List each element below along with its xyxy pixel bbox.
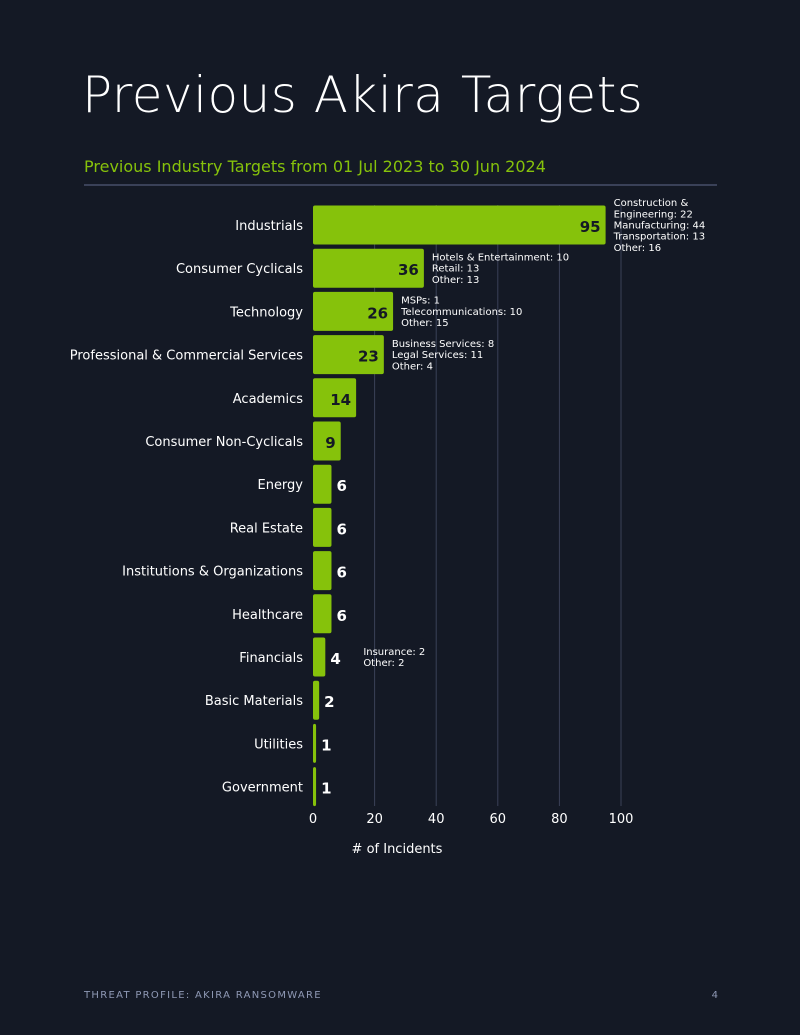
annotation-label: Other: 4 [392,361,433,372]
x-tick-label: 0 [309,812,317,827]
value-label: 6 [336,564,346,582]
annotation-label: Manufacturing: 44 [614,221,706,232]
x-axis-label: # of Incidents [352,842,443,857]
value-label: 9 [325,434,335,452]
annotation-label: Other: 16 [614,243,662,254]
annotation-label: Hotels & Entertainment: 10 [432,253,569,264]
x-tick-label: 100 [609,812,634,827]
page-title: Previous Akira Targets [82,66,644,124]
bar [313,507,332,547]
value-label: 4 [330,650,340,668]
bar [313,378,357,418]
divider [84,184,717,186]
bar [313,723,317,763]
annotation-label: Construction & [614,198,689,209]
annotation-label: Business Services: 8 [392,339,494,350]
value-label: 1 [321,780,331,798]
value-label: 26 [367,304,388,322]
category-label: Energy [257,478,303,493]
page-number: 4 [711,990,718,1001]
x-tick-label: 60 [490,812,507,827]
chart-subtitle: Previous Industry Targets from 01 Jul 20… [84,157,546,176]
category-label: Consumer Cyclicals [176,262,303,277]
bar [313,637,326,677]
value-label: 14 [330,391,351,409]
bar [313,421,341,461]
annotation-label: Engineering: 22 [614,209,693,220]
annotation-label: Other: 15 [401,318,449,329]
value-label: 23 [358,348,379,366]
annotation-label: Telecommunications: 10 [400,307,522,318]
category-label: Real Estate [230,521,303,536]
bar [313,205,606,245]
value-label: 2 [324,693,334,711]
category-label: Healthcare [232,608,303,623]
bar [313,594,332,634]
bar [313,767,317,807]
annotation-label: Insurance: 2 [363,647,425,658]
category-label: Institutions & Organizations [122,565,303,580]
category-label: Academics [233,392,303,407]
value-label: 6 [336,477,346,495]
category-label: Basic Materials [205,694,303,709]
category-label: Government [222,781,303,796]
x-tick-label: 40 [428,812,445,827]
bar [313,291,394,331]
bar [313,464,332,504]
annotation-label: Transportation: 13 [613,232,705,243]
bar [313,335,384,375]
value-label: 36 [398,261,419,279]
annotation-label: Other: 13 [432,275,480,286]
x-tick-label: 80 [551,812,568,827]
category-label: Professional & Commercial Services [70,349,303,364]
annotation-label: Legal Services: 11 [392,350,483,361]
value-label: 6 [336,520,346,538]
x-tick-label: 20 [366,812,383,827]
annotation-label: MSPs: 1 [401,296,440,307]
value-label: 6 [336,607,346,625]
bar [313,680,320,720]
category-label: Consumer Non-Cyclicals [145,435,303,450]
category-label: Technology [229,305,303,320]
value-label: 1 [321,736,331,754]
annotation-label: Retail: 13 [432,264,480,275]
annotation-label: Other: 2 [363,658,404,669]
category-label: Utilities [254,737,303,752]
bar [313,551,332,591]
value-label: 95 [580,218,601,236]
category-label: Industrials [235,219,303,234]
bar [313,248,424,288]
category-label: Financials [239,651,303,666]
footer-document-title: THREAT PROFILE: AKIRA RANSOMWARE [84,990,322,1001]
